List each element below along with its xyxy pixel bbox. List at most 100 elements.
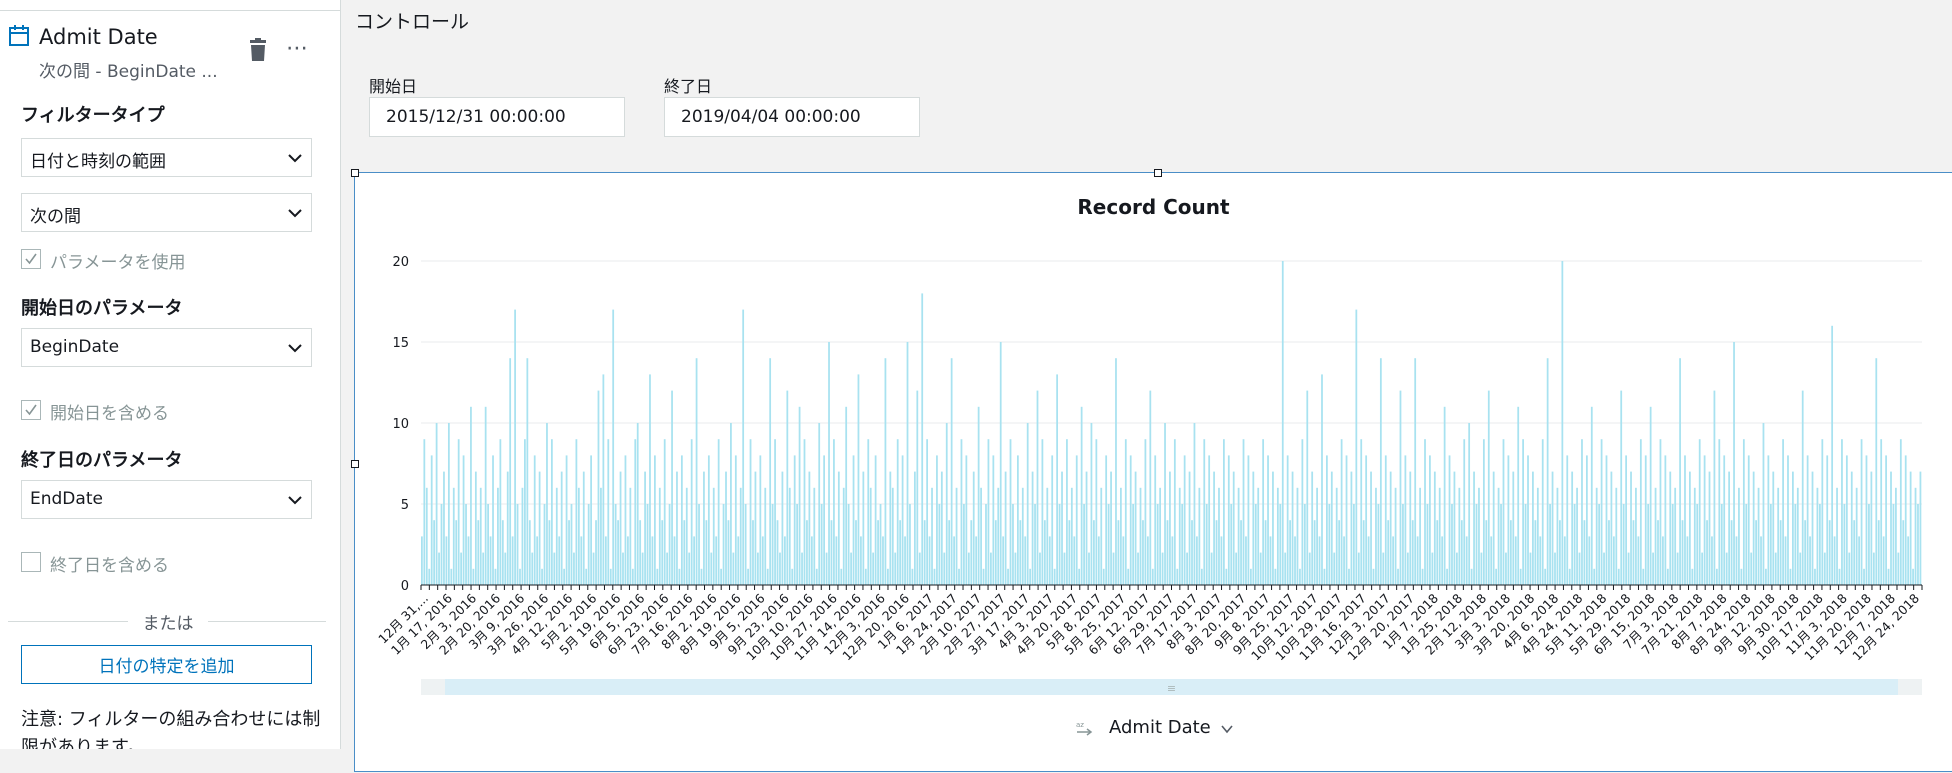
bar (855, 520, 857, 585)
start-date-input[interactable]: 2015/12/31 00:00:00 (369, 97, 625, 137)
bar (909, 504, 911, 585)
bar (1612, 536, 1615, 585)
bar (739, 487, 742, 585)
bar (1500, 504, 1502, 585)
bar (759, 455, 762, 585)
add-date-specification-button[interactable]: 日付の特定を追加 (21, 645, 312, 684)
bar (1801, 390, 1804, 585)
bar (1051, 455, 1054, 585)
bar (570, 504, 573, 585)
bar (519, 568, 521, 585)
bar (923, 520, 926, 585)
bar (1541, 439, 1544, 585)
bar (1303, 504, 1306, 585)
bar (430, 455, 433, 585)
bar (678, 568, 681, 585)
bar (685, 487, 688, 585)
bar (1205, 504, 1208, 585)
bar (450, 568, 453, 585)
bar (1120, 487, 1122, 585)
bar (771, 504, 774, 585)
bar (1546, 358, 1549, 585)
bar (1527, 455, 1529, 585)
condition-select[interactable]: 次の間 (21, 193, 312, 232)
bar (754, 471, 757, 585)
bar (631, 568, 634, 585)
bar (541, 568, 543, 585)
bar (872, 552, 875, 585)
bar (933, 568, 936, 585)
bar (1321, 374, 1323, 585)
bar (671, 390, 673, 585)
bar (1828, 520, 1831, 585)
bar (447, 423, 450, 585)
more-icon[interactable]: ⋯ (286, 36, 309, 61)
bar (1171, 536, 1174, 585)
bar (999, 342, 1002, 585)
bar (953, 536, 955, 585)
bar (1073, 536, 1076, 585)
bar (1639, 439, 1642, 585)
y-tick-label: 10 (392, 417, 409, 432)
bar (646, 504, 649, 585)
bar (965, 455, 968, 585)
bar (705, 520, 708, 585)
bar (1252, 471, 1255, 585)
filter-type-value: 日付と時刻の範囲 (30, 152, 166, 172)
bar (1046, 487, 1049, 585)
bar (1821, 439, 1824, 585)
bar (1367, 536, 1370, 585)
bar (793, 455, 796, 585)
chevron-down-icon (288, 496, 302, 505)
bar (1164, 423, 1166, 585)
bar (1880, 439, 1883, 585)
bar (810, 536, 813, 585)
trash-icon[interactable] (248, 38, 268, 62)
include-end-label: 終了日を含める (50, 556, 169, 576)
bar (1237, 487, 1240, 585)
bar (926, 439, 929, 585)
bar (1379, 358, 1382, 585)
bar (1090, 423, 1093, 585)
bar (1777, 487, 1780, 585)
bar (970, 520, 973, 585)
bar (869, 487, 872, 585)
bar (742, 309, 745, 585)
end-param-select[interactable]: EndDate (21, 480, 312, 519)
checkbox-box (21, 552, 41, 572)
bar (960, 439, 963, 585)
or-divider: または (8, 609, 326, 634)
resize-handle[interactable] (1154, 169, 1162, 177)
bar (1041, 439, 1044, 585)
bar (668, 504, 671, 585)
bar (1100, 487, 1103, 585)
bar (1617, 568, 1620, 585)
bar (1478, 487, 1480, 585)
bar (1311, 471, 1314, 585)
chart-visual[interactable]: Record Count 0 5 10 15 20 12月 31,... 1月 17, 20… (351, 169, 1952, 772)
bar (1468, 423, 1471, 585)
bar (1740, 568, 1743, 585)
bar (1551, 471, 1554, 585)
resize-handle[interactable] (351, 460, 359, 468)
end-date-input[interactable]: 2019/04/04 00:00:00 (664, 97, 920, 137)
bar (1436, 520, 1439, 585)
bar (1345, 455, 1348, 585)
bar (1424, 439, 1426, 585)
bar (1276, 487, 1279, 585)
bar (1662, 536, 1664, 585)
checkbox-box (21, 400, 41, 420)
bar (1102, 568, 1105, 585)
filter-type-select[interactable]: 日付と時刻の範囲 (21, 138, 312, 177)
bar (1571, 471, 1574, 585)
bar (1169, 471, 1171, 585)
start-param-select[interactable]: BeginDate (21, 328, 312, 367)
bar (661, 520, 664, 585)
bar (1093, 520, 1095, 585)
bar (1429, 455, 1431, 585)
bar (1198, 487, 1201, 585)
bar (619, 471, 622, 585)
bar (796, 504, 799, 585)
resize-handle[interactable] (351, 169, 359, 177)
bar (823, 455, 825, 585)
